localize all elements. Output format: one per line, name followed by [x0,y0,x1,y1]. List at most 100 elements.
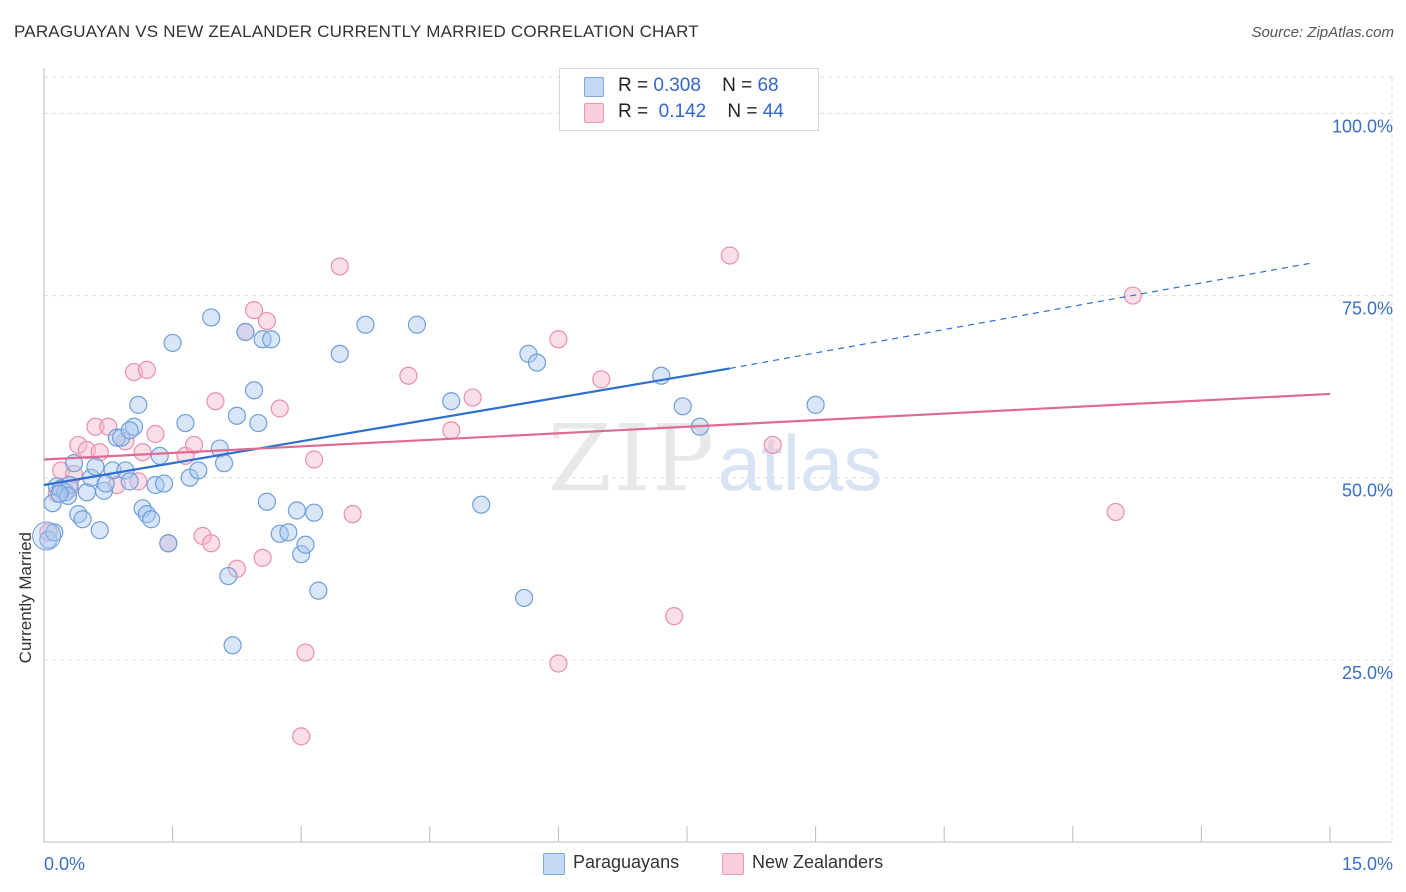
new-zealander-point [330,257,349,276]
paraguayan-point [472,495,491,514]
paraguayan-point [673,397,692,416]
paraguayan-point [223,636,242,655]
y-axis-label: Currently Married [16,532,35,664]
paraguayan-point [249,413,268,433]
paraguayan-point [32,521,62,551]
paraguayan-point [214,454,234,473]
paraguayan-point [176,413,195,433]
legend-swatch-pink [584,103,604,123]
paraguayan-point [154,474,174,493]
new-zealander-point [39,523,58,542]
paraguayan-point [39,530,58,549]
paraguayan-point [527,353,547,372]
x-tick-label: 0.0% [44,854,85,874]
paraguayans-points [32,308,825,655]
new-zealander-point [720,246,739,265]
paraguayan-point [90,521,109,540]
x-tick-label: 15.0% [1342,854,1393,874]
paraguayan-point [86,457,105,476]
y-tick-label: 25.0% [1342,663,1393,683]
legend-n-label: N = [722,75,753,96]
source-credit: Source: ZipAtlas.com [1251,24,1394,41]
paraguayan-point [43,494,62,513]
new-zealander-point [463,388,482,407]
paraguayan-point [304,503,324,522]
new-zealander-point [292,727,311,746]
paraguayan-point [202,308,221,327]
legend-n-value: 68 [757,75,779,96]
new-zealander-point [69,435,88,455]
paraguayan-point [806,395,825,414]
legend-r-value: 0.308 [653,75,701,96]
new-zealander-point [592,370,611,389]
new-zealander-point [343,505,362,524]
x-tick-labels: 0.0% 15.0% [44,854,1393,874]
paraguayan-point [50,484,69,503]
new-zealander-point [253,548,272,567]
legend: R = 0.308 N = 68 R = 0.142 N = 44 [559,68,819,131]
watermark-atlas: atlas [718,419,883,507]
legend-swatch-blue [584,77,604,97]
legend-r-value: 0.142 [658,101,707,122]
paraguayan-point [142,510,161,529]
new-zealander-point [549,654,568,673]
paraguayan-point [236,322,255,342]
new-zealander-point [1106,502,1125,522]
paraguayan-point [287,501,307,520]
paraguayans-trend-extension [729,262,1313,370]
new-zealander-point [146,424,165,444]
paraguayan-point [442,392,461,411]
paraguayan-point [150,446,169,465]
new-zealander-point [296,643,315,662]
new-zealander-point [304,450,324,469]
new-zealander-point [665,607,684,626]
paraguayan-point [330,344,349,363]
new-zealander-point [202,534,221,553]
new-zealander-point [399,366,418,385]
new-zealander-point [133,443,152,462]
paraguayan-point [189,461,208,480]
paraguayan-point [163,333,182,353]
paraguayan-point [159,534,178,553]
paraguayan-point [262,330,281,349]
y-tick-label: 75.0% [1342,299,1393,319]
paraguayan-point [296,535,315,554]
y-tick-labels: 25.0% 50.0% 75.0% 100.0% [1332,116,1393,682]
y-tick-label: 50.0% [1342,481,1393,501]
new-zealander-point [86,417,105,436]
paraguayan-point [73,510,92,529]
axes [43,68,1392,843]
new-zealander-point [442,421,461,440]
watermark: ZIP atlas [548,405,882,512]
new-zealander-point [137,360,156,379]
legend-r-label: R = [618,101,649,122]
paraguayan-point [244,381,264,400]
trend-lines [43,262,1331,487]
paraguayan-point [279,523,298,542]
new-zealanders-points [39,246,1142,746]
new-zealander-point [549,330,568,349]
paraguayan-point [120,421,139,440]
paraguayan-point [309,581,328,600]
paraguayan-point [227,406,246,425]
paraguayan-point [96,474,115,493]
paraguayan-point [292,545,311,564]
new-zealander-point [257,311,277,331]
paraguayan-point [94,481,114,500]
paraguayan-point [407,315,427,334]
y-tick-label: 100.0% [1332,116,1393,136]
new-zealanders-trend-line [43,392,1331,461]
paraguayan-point [219,566,238,586]
new-zealander-point [270,399,289,418]
new-zealander-point [244,301,264,320]
legend-n-value: 44 [762,101,784,122]
bottom-legend-swatch-pink [722,853,744,875]
paraguayan-point [515,588,534,608]
bottom-legend-label: New Zealanders [752,852,884,872]
new-zealander-point [206,392,225,411]
legend-r-label: R = [618,75,649,96]
bottom-legend-label: Paraguayans [573,852,680,872]
paraguayans-trend-line [43,367,731,487]
y-axis-label-wrap: Currently Married [16,532,40,692]
